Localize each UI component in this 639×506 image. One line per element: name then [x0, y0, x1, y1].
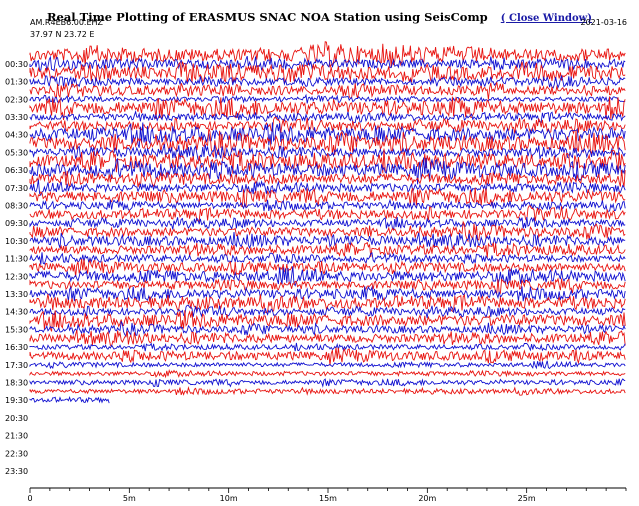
y-tick-label: 14:30 — [5, 308, 28, 317]
trace-line — [29, 74, 626, 89]
trace-line — [29, 220, 626, 243]
y-tick-label: 20:30 — [5, 414, 28, 423]
trace-line — [29, 157, 626, 185]
y-tick-label: 19:30 — [5, 396, 28, 405]
y-tick-label: 12:30 — [5, 272, 28, 281]
y-axis-ticks: 00:30 01:30 02:30 03:30 04:30 05:30 06:30 07:30… — [5, 60, 28, 476]
x-tick-label: 10m — [220, 494, 238, 503]
trace-line — [29, 169, 626, 188]
y-tick-label: 15:30 — [5, 325, 28, 334]
trace-line — [29, 93, 626, 104]
page-title: Real Time Plotting of ERASMUS SNAC NOA S… — [46, 10, 488, 24]
trace-line — [29, 198, 626, 212]
y-tick-label: 02:30 — [5, 95, 28, 104]
trace-line — [29, 148, 626, 174]
trace-line — [29, 128, 626, 158]
trace-line — [29, 259, 626, 277]
trace-line — [29, 144, 626, 162]
trace-line — [29, 293, 626, 313]
trace-line — [29, 41, 626, 68]
y-tick-label: 17:30 — [5, 361, 28, 370]
trace-line — [29, 378, 626, 388]
trace-line — [29, 385, 626, 396]
station-coordinates: 37.97 N 23.72 E — [30, 30, 95, 39]
trace-line — [29, 187, 626, 208]
trace-line — [29, 368, 626, 379]
y-tick-label: 18:30 — [5, 378, 28, 387]
trace-line — [29, 96, 626, 121]
trace-line — [29, 396, 110, 404]
station-code: AM.R4EB6.00.EHZ — [30, 18, 104, 27]
trace-line — [29, 205, 626, 222]
trace-line — [29, 310, 626, 332]
x-tick-label: 0 — [27, 494, 32, 503]
trace-line — [29, 277, 626, 294]
trace-line — [29, 232, 626, 250]
trace-line — [29, 116, 626, 135]
trace-line — [29, 320, 626, 338]
trace-line — [29, 360, 626, 370]
trace-line — [29, 81, 626, 100]
y-tick-label: 05:30 — [5, 148, 28, 157]
plot-date: 2021-03-16 — [580, 18, 628, 27]
trace-line — [29, 342, 626, 352]
x-tick-label: 20m — [418, 494, 436, 503]
y-tick-label: 00:30 — [5, 60, 28, 69]
seismic-traces — [29, 41, 626, 404]
trace-line — [29, 347, 626, 366]
y-tick-label: 13:30 — [5, 290, 28, 299]
y-tick-label: 10:30 — [5, 237, 28, 246]
y-tick-label: 21:30 — [5, 432, 28, 441]
y-tick-label: 23:30 — [5, 467, 28, 476]
x-tick-label: 15m — [319, 494, 337, 503]
y-tick-label: 04:30 — [5, 131, 28, 140]
y-tick-label: 09:30 — [5, 219, 28, 228]
y-tick-label: 08:30 — [5, 201, 28, 210]
y-tick-label: 01:30 — [5, 78, 28, 87]
trace-line — [29, 216, 626, 231]
y-tick-label: 07:30 — [5, 184, 28, 193]
trace-line — [29, 252, 626, 265]
y-tick-label: 16:30 — [5, 343, 28, 352]
x-axis-ticks: 0 5m 10m 15m 20m 25m — [27, 488, 627, 503]
trace-line — [29, 61, 626, 84]
trace-line — [29, 266, 626, 287]
x-tick-label: 25m — [518, 494, 536, 503]
y-tick-label: 11:30 — [5, 255, 28, 264]
y-tick-label: 03:30 — [5, 113, 28, 122]
trace-line — [29, 304, 626, 319]
trace-line — [29, 179, 626, 197]
trace-line — [29, 241, 626, 259]
close-window-link[interactable]: ( Close Window) — [500, 13, 593, 24]
x-tick-label: 5m — [123, 494, 136, 503]
title-bar: Real Time Plotting of ERASMUS SNAC NOA S… — [0, 6, 639, 24]
trace-line — [29, 122, 626, 148]
y-tick-label: 22:30 — [5, 449, 28, 458]
y-tick-label: 06:30 — [5, 166, 28, 175]
trace-line — [29, 110, 626, 124]
trace-line — [29, 329, 626, 348]
